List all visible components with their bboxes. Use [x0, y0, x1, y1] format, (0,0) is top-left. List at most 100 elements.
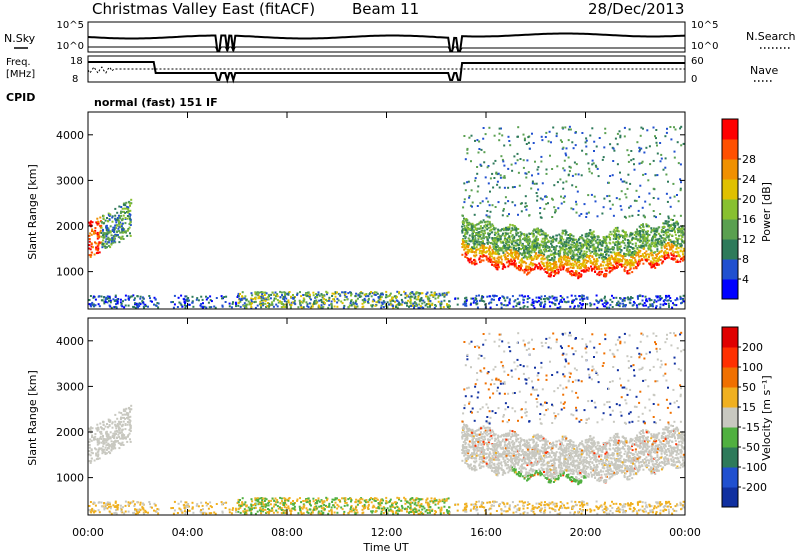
power-cell	[604, 274, 607, 277]
power-cell	[195, 298, 198, 301]
power-cell	[427, 303, 430, 306]
power-cell	[113, 226, 116, 229]
power-cell	[678, 229, 681, 232]
power-cell	[679, 178, 682, 181]
power-cell	[111, 216, 114, 219]
power-cell	[473, 261, 476, 264]
power-cell	[559, 139, 562, 142]
power-cell	[544, 303, 547, 306]
power-cell	[579, 265, 582, 268]
power-cell	[488, 251, 491, 253]
power-cell	[528, 239, 531, 242]
nsearch-tick-bottom: 10^0	[691, 41, 718, 52]
power-cell	[341, 302, 344, 305]
power-cell	[105, 235, 108, 238]
power-cell	[487, 241, 490, 244]
power-cell	[486, 210, 489, 212]
power-cell	[475, 233, 478, 236]
power-cell	[593, 258, 595, 261]
power-cell	[587, 269, 590, 272]
power-cell	[519, 306, 522, 309]
power-cell	[129, 234, 132, 237]
power-cell	[644, 236, 647, 239]
power-cell	[271, 301, 274, 304]
power-cell	[500, 258, 503, 261]
power-cell	[385, 293, 388, 296]
power-cell	[602, 156, 605, 159]
power-cell	[304, 293, 307, 296]
power-cell	[555, 135, 558, 138]
power-cell	[580, 247, 583, 250]
power-cell	[650, 249, 652, 252]
power-cell	[601, 158, 604, 161]
power-cell	[609, 175, 612, 177]
power-cell	[284, 306, 287, 308]
velocity-cell	[332, 504, 335, 507]
nsearch-label: N.Search	[746, 30, 796, 43]
power-cell	[627, 296, 629, 299]
power-cell	[523, 261, 526, 263]
power-cell	[485, 258, 488, 261]
power-cell	[501, 134, 504, 137]
velocity-cell	[293, 505, 296, 508]
velocity-cell	[476, 506, 478, 509]
power-cell	[410, 305, 413, 307]
power-cell	[508, 226, 511, 229]
power-cell	[682, 258, 685, 261]
power-cell	[504, 257, 507, 260]
power-cell	[178, 301, 181, 304]
power-cell	[513, 226, 516, 229]
velocity-cell	[624, 503, 627, 506]
power-cell	[474, 301, 477, 304]
power-cell	[558, 245, 561, 248]
power-cell	[491, 252, 494, 255]
power-cell	[476, 306, 479, 309]
power-cell	[668, 244, 671, 247]
power-cell	[534, 245, 537, 248]
power-cell	[478, 240, 481, 243]
power-cell	[592, 261, 595, 264]
power-cell	[371, 304, 374, 307]
power-cell	[414, 302, 417, 305]
power-cell	[546, 241, 549, 244]
power-cell	[578, 237, 581, 240]
power-cell	[611, 174, 614, 177]
power-cell	[580, 213, 583, 215]
power-cell	[472, 247, 475, 250]
power-cell	[591, 267, 594, 270]
power-cell	[88, 299, 91, 301]
power-cell	[554, 246, 557, 249]
power-cell	[667, 236, 670, 239]
power-cell	[495, 249, 498, 252]
power-cell	[396, 306, 399, 309]
power-cell	[564, 229, 567, 232]
power-cell	[584, 255, 587, 258]
power-cell	[654, 228, 657, 231]
power-cell	[629, 205, 632, 208]
power-cell	[428, 303, 431, 306]
power-cell	[552, 297, 555, 300]
power-cell	[265, 298, 268, 301]
power-cell	[251, 294, 254, 297]
power-cell	[461, 239, 464, 242]
power-cell	[590, 235, 593, 238]
power-cell	[472, 297, 475, 300]
power-cell	[388, 294, 391, 297]
power-cell	[496, 173, 499, 176]
power-cell	[679, 189, 682, 192]
power-cell	[479, 241, 482, 243]
power-cell	[488, 233, 491, 236]
power-cell	[629, 266, 632, 269]
power-cell	[120, 225, 123, 228]
power-cell	[508, 245, 511, 248]
power-cell	[239, 293, 241, 295]
power-cell	[520, 259, 523, 262]
power-cell	[601, 303, 604, 306]
power-cell	[641, 295, 644, 298]
power-cell	[550, 250, 553, 253]
power-cell	[611, 246, 614, 249]
power-cell	[252, 298, 254, 301]
power-cell	[610, 254, 613, 257]
power-cell	[276, 305, 279, 308]
power-cell	[503, 297, 506, 300]
